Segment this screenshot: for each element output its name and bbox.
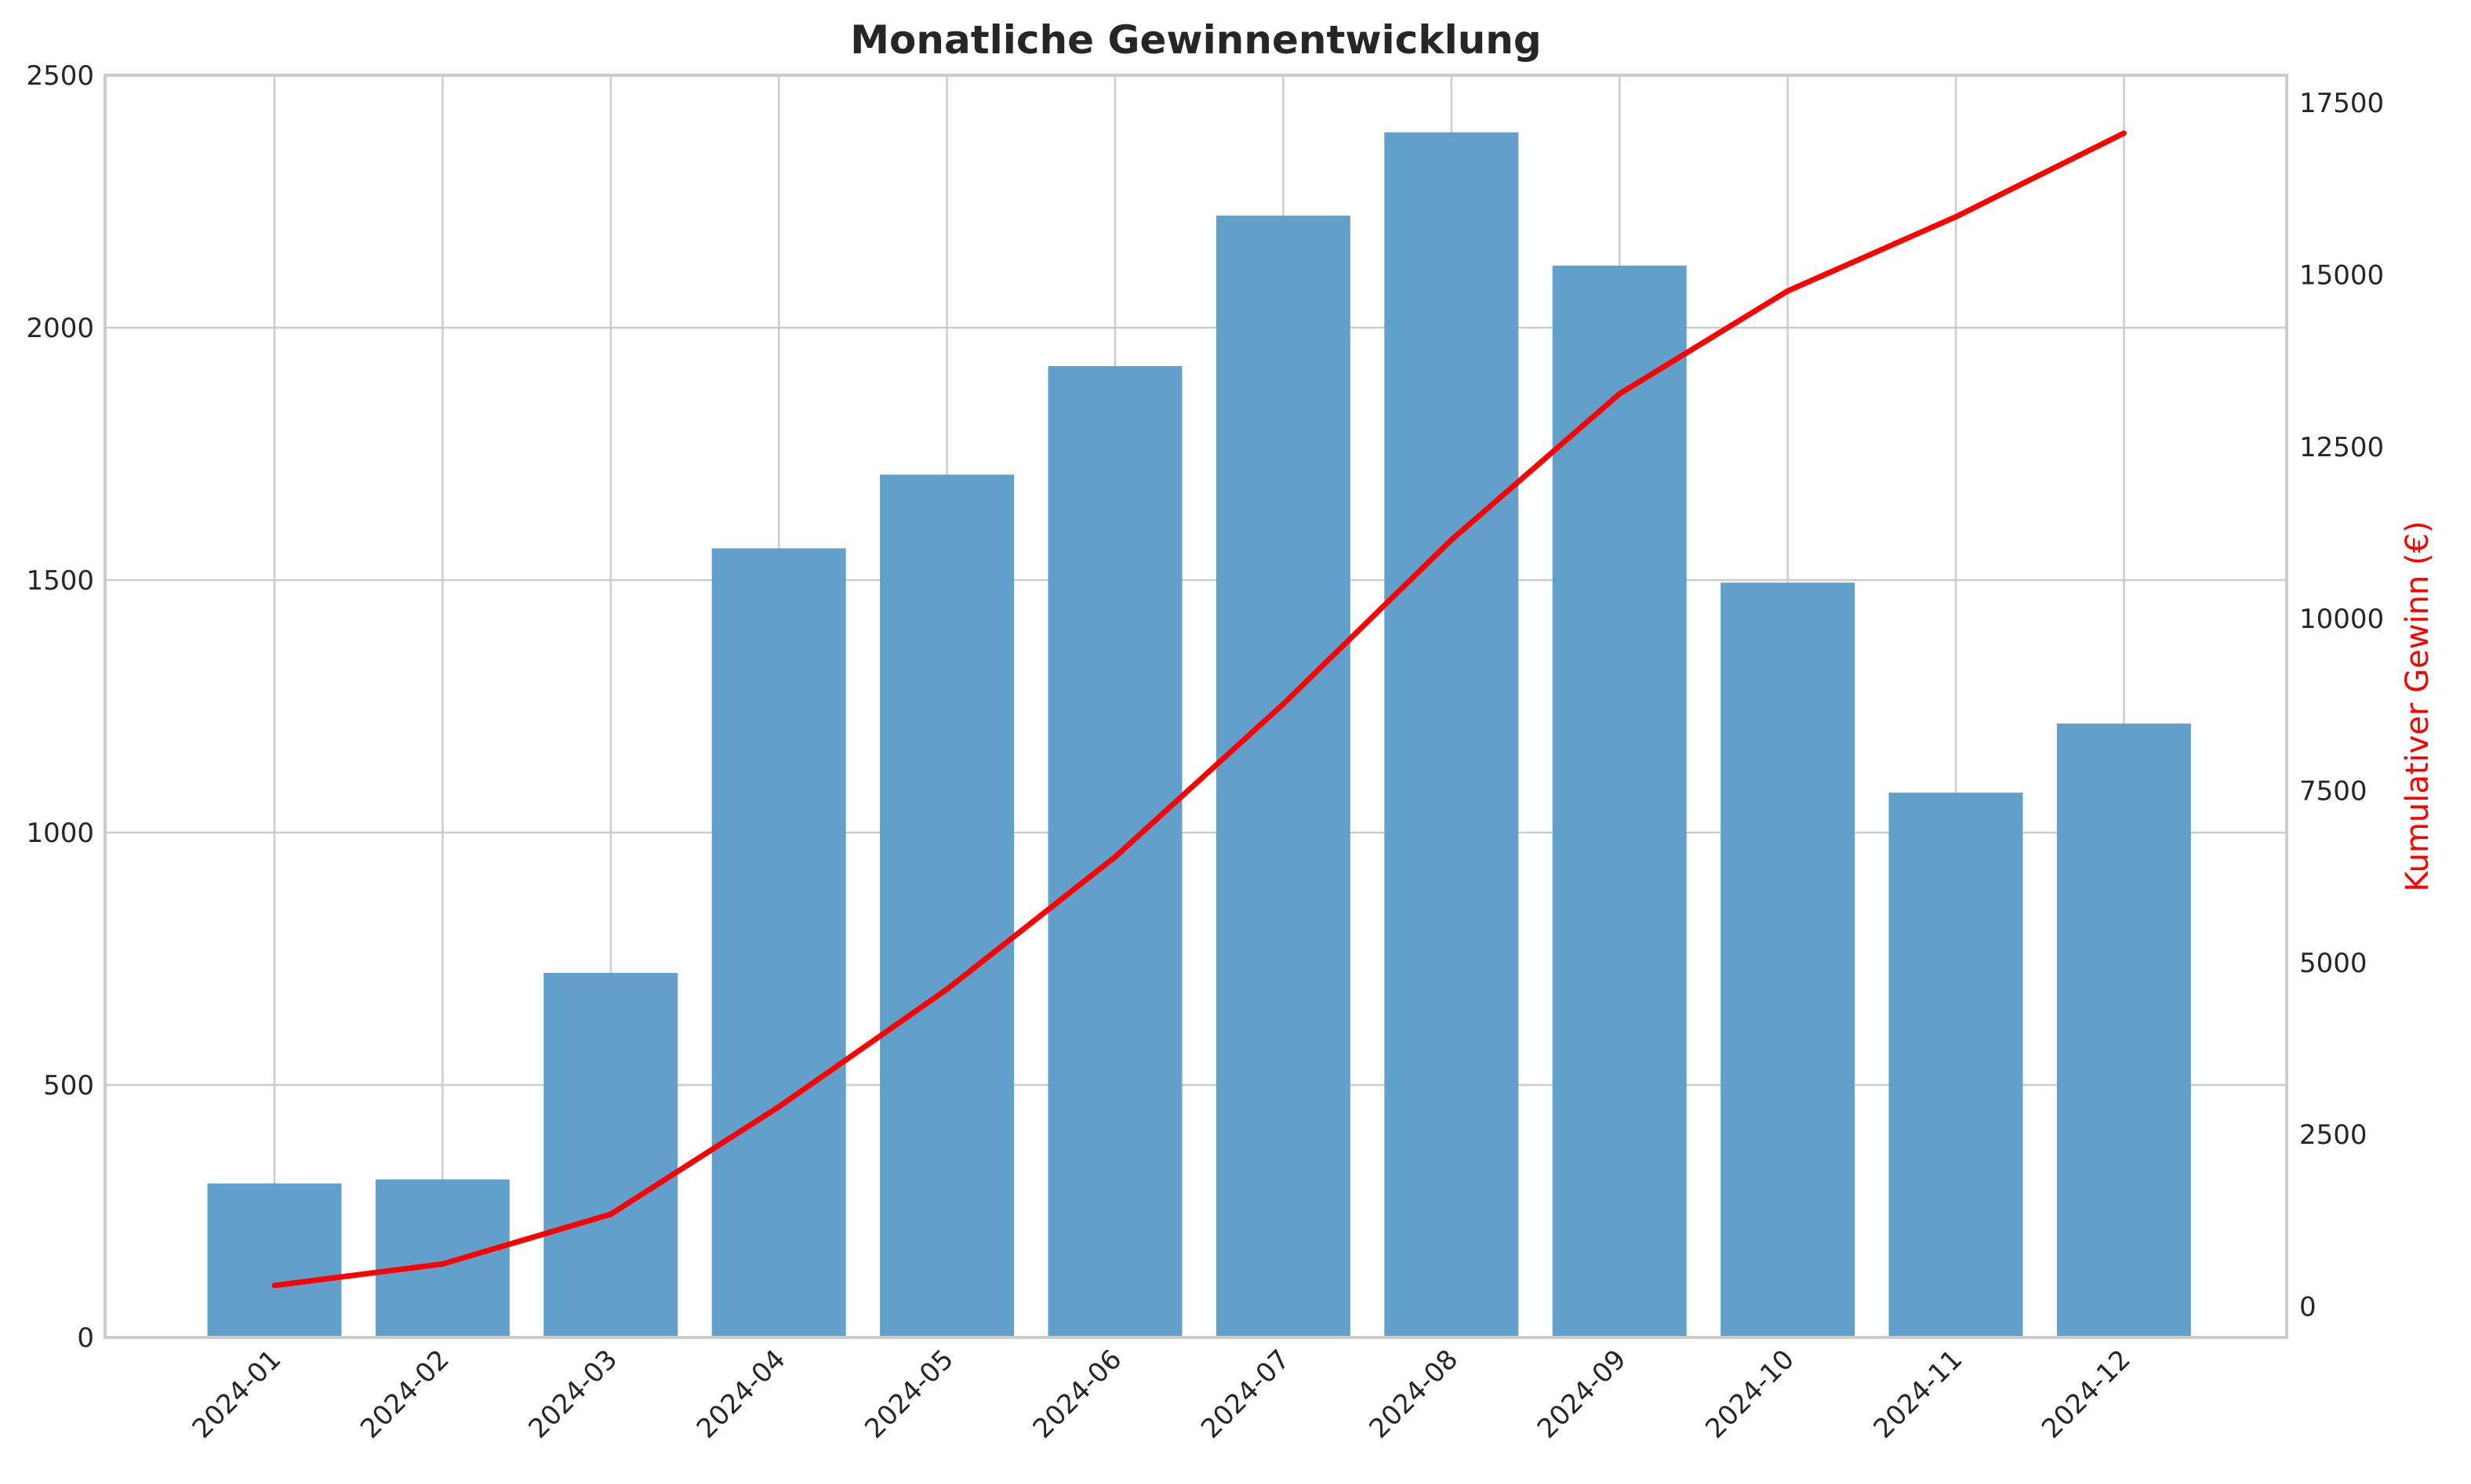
right-y-tick-label: 0 [2299, 1292, 2317, 1323]
bar-series [207, 132, 2191, 1338]
bar [711, 548, 846, 1337]
left-y-tick-label: 2000 [26, 313, 94, 344]
left-y-axis-ticks: 0 500 1000 1500 2000 2500 [26, 60, 94, 1354]
cumulative-line [271, 130, 2127, 1289]
left-y-tick-label: 0 [77, 1323, 94, 1354]
line-series [271, 130, 2127, 1289]
right-y-tick-label: 10000 [2299, 604, 2384, 635]
bar [207, 1183, 342, 1337]
right-y-tick-label: 15000 [2299, 259, 2384, 291]
right-y-tick-label: 12500 [2299, 432, 2384, 463]
chart-title: Monatliche Gewinnentwicklung [850, 17, 1541, 63]
bar [1048, 365, 1183, 1338]
left-y-tick-label: 1500 [26, 565, 94, 597]
right-y-tick-label: 5000 [2299, 948, 2367, 979]
plot-frame [104, 74, 2288, 1339]
right-y-axis-ticks: 0 2500 5000 7500 10000 12500 15000 17500 [2299, 88, 2384, 1323]
bar [375, 1179, 510, 1337]
left-y-tick-label: 2500 [26, 60, 94, 92]
bar [1721, 582, 1855, 1337]
bar [1888, 793, 2023, 1337]
left-y-tick-label: 500 [43, 1070, 94, 1101]
bar [2056, 723, 2191, 1337]
right-y-tick-label: 2500 [2299, 1119, 2367, 1151]
bar [1216, 216, 1350, 1338]
left-y-tick-label: 1000 [26, 818, 94, 849]
right-y-axis-label: Kumulativer Gewinn (€) [2400, 521, 2436, 891]
bar [543, 973, 678, 1337]
bar [880, 474, 1015, 1337]
bar [1384, 132, 1519, 1338]
right-y-tick-label: 17500 [2299, 88, 2384, 119]
right-y-tick-label: 7500 [2299, 775, 2367, 807]
bar [1552, 265, 1687, 1338]
